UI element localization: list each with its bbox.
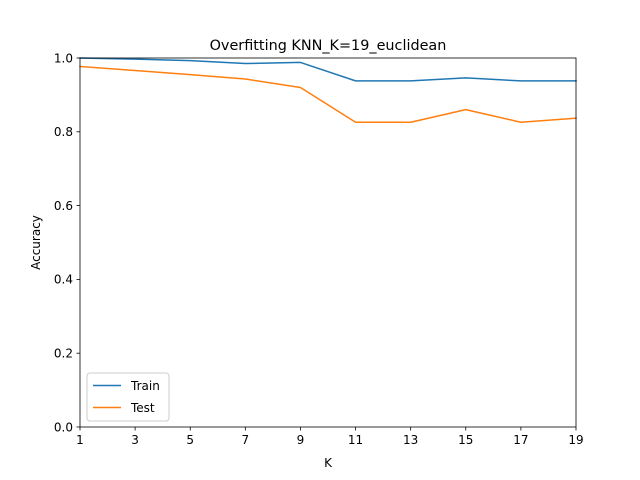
x-tick-label: 15: [458, 433, 473, 447]
x-tick-label: 3: [131, 433, 139, 447]
y-tick-label: 0.0: [54, 420, 73, 434]
y-tick-label: 0.2: [54, 347, 73, 361]
x-tick-label: 17: [513, 433, 528, 447]
plot-frame: [79, 57, 577, 428]
y-axis: 0.0 0.2 0.4 0.6 0.8 1.0: [54, 51, 80, 434]
x-tick-label: 19: [568, 433, 583, 447]
x-tick-label: 1: [76, 433, 84, 447]
series-line-train: [79, 57, 577, 82]
x-tick-label: 7: [242, 433, 250, 447]
series-layer: [79, 57, 577, 123]
x-axis: 1 3 5 7 9 11 13 15 17 19: [76, 427, 584, 447]
x-tick-label: 13: [403, 433, 418, 447]
chart-title: Overfitting KNN_K=19_euclidean: [210, 38, 447, 54]
x-tick-label: 9: [297, 433, 305, 447]
series-line-test: [79, 65, 577, 123]
legend-label-test: Test: [130, 401, 155, 415]
x-axis-label: K: [324, 456, 333, 470]
legend-label-train: Train: [130, 379, 160, 393]
y-tick-label: 1.0: [54, 51, 73, 65]
legend: Train Test: [86, 372, 170, 422]
x-tick-label: 5: [186, 433, 194, 447]
y-tick-label: 0.8: [54, 125, 73, 139]
y-tick-label: 0.6: [54, 199, 73, 213]
y-axis-label: Accuracy: [29, 215, 43, 270]
y-tick-label: 0.4: [54, 273, 73, 287]
x-tick-label: 11: [348, 433, 363, 447]
